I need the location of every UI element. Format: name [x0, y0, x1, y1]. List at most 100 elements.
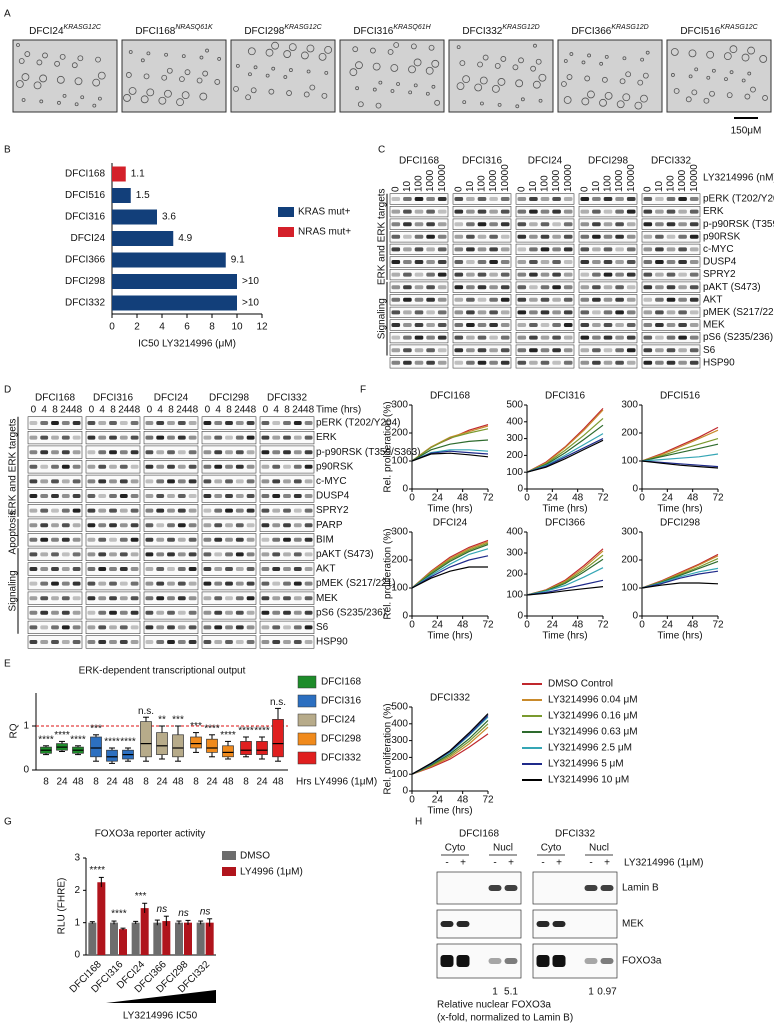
- band: [678, 247, 687, 252]
- band: [517, 348, 527, 353]
- box: [272, 719, 284, 758]
- band: [563, 323, 573, 327]
- band: [51, 610, 59, 615]
- cell: [566, 74, 573, 80]
- band: [51, 640, 59, 644]
- line: [411, 548, 489, 589]
- x-tick-label: 8: [143, 777, 149, 788]
- legend-swatch: [278, 207, 294, 217]
- cell: [306, 69, 311, 74]
- cell: [164, 52, 168, 57]
- band: [188, 464, 197, 469]
- protein-label: MEK: [316, 593, 338, 604]
- band: [235, 567, 244, 571]
- band: [119, 552, 128, 557]
- blot-frame: [201, 518, 257, 532]
- band: [61, 537, 70, 542]
- micrograph: [230, 39, 336, 113]
- value-label: 1.5: [136, 190, 150, 201]
- bar: [112, 274, 237, 289]
- blot-frame: [389, 281, 449, 293]
- cell: [18, 58, 25, 64]
- cell: [515, 104, 520, 109]
- condition-label: 10: [402, 180, 413, 192]
- x-tick-label: 24: [432, 795, 444, 806]
- band: [689, 310, 699, 315]
- band: [304, 421, 313, 425]
- band: [72, 421, 81, 425]
- band: [391, 297, 401, 302]
- band: [61, 567, 70, 571]
- band: [145, 450, 154, 455]
- band: [293, 464, 302, 469]
- band: [403, 348, 412, 353]
- band: [188, 523, 197, 528]
- cell: [140, 95, 149, 104]
- fraction-label: Cyto: [541, 843, 562, 854]
- band: [283, 494, 291, 498]
- x-axis-label: Time (hrs): [542, 504, 587, 515]
- band: [119, 625, 128, 630]
- scale-bar-label: 150μM: [731, 126, 762, 137]
- mutation: KRASG12C: [284, 24, 322, 31]
- band: [540, 222, 550, 227]
- band: [592, 348, 601, 353]
- y-tick-label: 100: [391, 583, 408, 594]
- band: [130, 625, 139, 630]
- mutation: KRASG12D: [502, 24, 539, 31]
- cell: [396, 82, 400, 86]
- band: [225, 435, 233, 440]
- blot-frame: [578, 357, 638, 369]
- band: [188, 435, 197, 440]
- condition-title: Time (hrs): [316, 405, 361, 416]
- cell: [518, 57, 524, 64]
- subplot-title: DFCI298: [660, 518, 700, 529]
- cell: [199, 92, 208, 101]
- x-axis-label: Time (hrs): [427, 631, 472, 642]
- band: [655, 360, 664, 365]
- band: [489, 247, 498, 252]
- band: [437, 348, 447, 353]
- band: [29, 625, 38, 630]
- x-tick-label: 24: [662, 620, 674, 631]
- band: [466, 335, 475, 340]
- cell: [474, 83, 483, 92]
- band: [626, 310, 636, 315]
- cell: [413, 58, 422, 67]
- band: [261, 494, 270, 498]
- band: [98, 479, 107, 484]
- band: [235, 537, 244, 542]
- subplot-title: DFCI516: [660, 391, 700, 402]
- band: [437, 247, 447, 252]
- band: [580, 348, 590, 353]
- cell-line-header: DFCI298: [209, 393, 249, 404]
- band: [689, 234, 699, 239]
- band: [454, 335, 464, 340]
- band: [214, 596, 223, 601]
- band: [40, 567, 49, 571]
- band: [603, 234, 613, 239]
- band: [40, 552, 49, 557]
- band: [283, 450, 291, 455]
- blot-frame: [201, 533, 257, 547]
- band: [466, 310, 475, 315]
- band: [626, 360, 636, 365]
- cell: [390, 64, 399, 72]
- band: [293, 435, 302, 440]
- band: [454, 285, 464, 290]
- x-tick-label: 0: [409, 493, 415, 504]
- band: [655, 209, 664, 214]
- cell-line-header: DFCI24: [154, 393, 189, 404]
- blot-frame: [27, 445, 83, 459]
- condition-label: 0: [31, 405, 37, 416]
- panel-label: C: [378, 145, 385, 156]
- x-tick-label: 6: [184, 322, 190, 333]
- band: [293, 610, 302, 615]
- y-axis-label: RLU (FHRE): [57, 878, 68, 935]
- cell: [637, 79, 644, 86]
- band: [391, 360, 401, 365]
- band: [655, 272, 664, 277]
- band: [517, 197, 527, 201]
- cell: [289, 68, 293, 72]
- band: [130, 640, 139, 644]
